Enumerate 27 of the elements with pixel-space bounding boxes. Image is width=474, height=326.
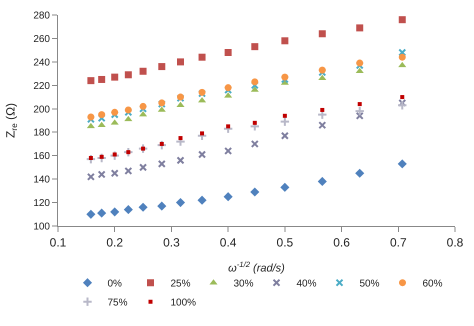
x-tick-label: 0.2: [106, 235, 124, 250]
x-axis-title: ω$^{-1/2}$ (rad/s): [228, 260, 286, 275]
y-tick-label: 260: [33, 34, 50, 45]
y-tick-label: 140: [33, 174, 50, 186]
legend-label: 100%: [170, 298, 196, 309]
x-tick-label: 0.5: [276, 235, 294, 250]
legend-label: 50%: [360, 278, 380, 290]
y-tick-label: 100: [33, 222, 50, 232]
y-tick-label: 240: [33, 57, 50, 68]
x-tick-label: 0.3: [163, 235, 180, 250]
x-tick-label: 0.8: [446, 235, 464, 250]
legend-label: 30%: [234, 278, 254, 290]
x-tick-label: 0.6: [333, 235, 350, 250]
y-tick-label: 120: [33, 198, 50, 210]
y-tick-label: 280: [33, 10, 50, 22]
y-tick-label: 160: [33, 151, 50, 162]
y-tick-label: 220: [33, 80, 50, 92]
y-tick-label: 200: [33, 104, 50, 116]
x-tick-label: 0.7: [390, 235, 407, 250]
x-tick-label: 0.4: [220, 235, 237, 250]
legend-label: 75%: [108, 298, 128, 309]
legend-label: 60%: [422, 278, 443, 290]
legend-label: 40%: [296, 278, 317, 290]
x-tick-label: 0.1: [50, 235, 67, 250]
legend-label: 0%: [108, 278, 122, 290]
legend-label: 25%: [170, 278, 191, 290]
y-tick-label: 180: [33, 128, 50, 139]
